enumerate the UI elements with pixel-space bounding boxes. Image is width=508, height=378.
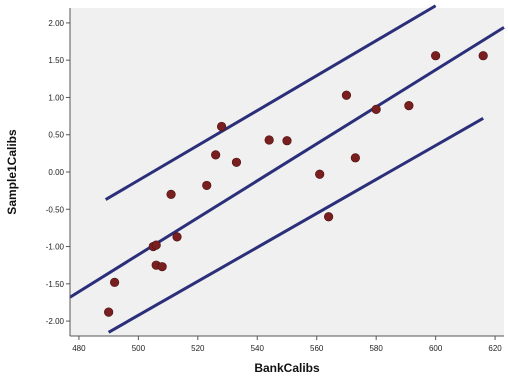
y-tick-label: 1.50 <box>48 56 64 65</box>
data-point <box>109 277 120 287</box>
data-point <box>478 51 488 61</box>
y-tick-label: 1.00 <box>48 93 64 102</box>
x-axis-ticks: 480 500 520 540 560 580 600 620 <box>72 336 502 353</box>
x-tick-label: 520 <box>191 344 205 353</box>
fit-line-1 <box>69 26 505 299</box>
data-point <box>166 189 176 199</box>
y-tick-label: -0.50 <box>46 205 65 214</box>
data-point <box>324 212 334 222</box>
fit-lines <box>69 4 505 334</box>
y-axis-label: Sample1Calibs <box>5 129 19 215</box>
y-tick-label: 0.50 <box>48 131 64 140</box>
x-axis-label: BankCalibs <box>254 361 320 375</box>
fit-line-2 <box>104 4 437 201</box>
data-point <box>341 90 352 100</box>
x-tick-label: 580 <box>369 344 383 353</box>
data-point <box>315 169 325 179</box>
y-axis-ticks: 2.00 1.50 1.00 0.50 0.00 -0.50 -1.00 -1.50 -2.00 <box>46 19 70 326</box>
x-tick-label: 560 <box>310 344 324 353</box>
y-tick-label: 2.00 <box>48 19 64 28</box>
y-tick-label: 0.00 <box>48 168 64 177</box>
fit-line-3 <box>107 117 484 334</box>
y-tick-label: -1.50 <box>46 280 65 289</box>
data-point <box>350 153 360 163</box>
data-point <box>282 136 292 146</box>
x-tick-label: 600 <box>429 344 443 353</box>
data-points <box>104 51 488 317</box>
plot-background <box>70 8 504 336</box>
data-point <box>211 150 221 160</box>
data-point <box>404 101 414 111</box>
x-tick-label: 540 <box>251 344 265 353</box>
y-tick-label: -1.00 <box>46 243 65 252</box>
data-point <box>217 121 227 132</box>
x-tick-label: 480 <box>72 344 86 353</box>
data-point <box>264 135 274 145</box>
data-point <box>231 157 242 167</box>
data-point <box>202 180 212 191</box>
y-tick-label: -2.00 <box>46 317 65 326</box>
x-tick-label: 500 <box>132 344 146 353</box>
data-point <box>104 307 114 317</box>
data-point <box>172 232 182 242</box>
data-point <box>151 240 161 250</box>
data-point <box>431 51 441 61</box>
data-point <box>371 104 381 114</box>
x-tick-label: 620 <box>488 344 502 353</box>
data-point <box>157 262 167 272</box>
